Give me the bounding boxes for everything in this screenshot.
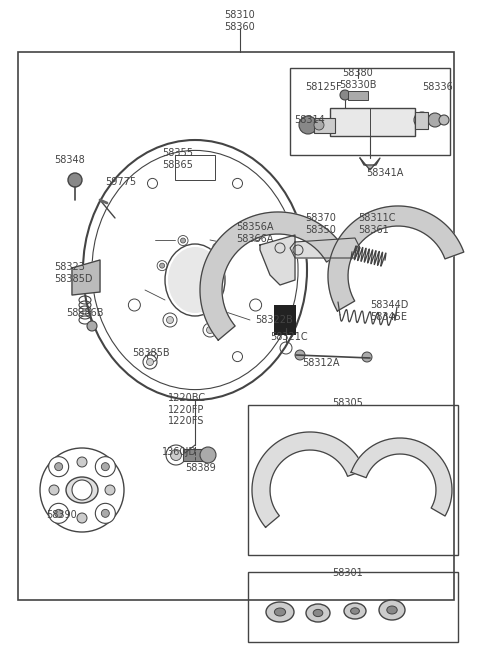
Polygon shape [351,438,452,516]
Circle shape [96,457,115,477]
Text: 58386B: 58386B [66,308,104,318]
Ellipse shape [266,602,294,622]
Text: 58125F: 58125F [305,82,342,92]
Text: 58312A: 58312A [302,358,339,368]
Text: 58322B: 58322B [255,315,293,325]
Text: 58321C: 58321C [270,332,308,342]
Polygon shape [252,432,364,527]
Circle shape [200,447,216,463]
Text: 58389: 58389 [185,463,216,473]
Circle shape [428,113,442,127]
Text: 58341A: 58341A [366,168,403,178]
Circle shape [180,238,186,243]
Text: 58370
58350: 58370 58350 [305,213,336,234]
Bar [274,305,296,335]
Ellipse shape [66,477,98,503]
Bar [175,155,215,180]
Circle shape [146,358,154,365]
Circle shape [160,263,165,268]
Text: 58355
58365: 58355 58365 [162,148,193,170]
Circle shape [48,503,69,523]
Text: 58305: 58305 [332,398,363,408]
Text: 58356A
58366A: 58356A 58366A [236,222,274,244]
Text: 58390: 58390 [46,510,77,520]
Circle shape [299,116,317,134]
Text: 1220BC
1220FP
1220FS: 1220BC 1220FP 1220FS [168,393,206,426]
Circle shape [295,350,305,360]
Circle shape [167,316,173,324]
Circle shape [96,503,115,523]
Circle shape [101,462,109,471]
Text: 1360JD: 1360JD [162,447,197,457]
Text: 58323
58385D: 58323 58385D [54,262,93,284]
Circle shape [55,510,63,517]
Circle shape [77,457,87,467]
Circle shape [48,457,69,477]
Bar [248,405,458,555]
Circle shape [314,120,324,130]
Bar [330,108,415,136]
Text: 58348: 58348 [54,155,85,165]
Circle shape [439,115,449,125]
Polygon shape [72,260,100,295]
Circle shape [362,352,372,362]
Text: 58336: 58336 [422,82,453,92]
Circle shape [68,173,82,187]
Text: 58310
58360: 58310 58360 [225,10,255,31]
Circle shape [206,326,214,333]
Text: 58314: 58314 [294,115,325,125]
Circle shape [418,115,427,124]
Text: 58344D
58345E: 58344D 58345E [370,300,408,322]
Text: 59775: 59775 [105,177,136,187]
Bar [248,572,458,642]
Bar [348,91,368,100]
Bar [18,52,454,600]
Polygon shape [200,212,346,340]
Circle shape [87,321,97,331]
Polygon shape [328,206,464,311]
Circle shape [55,462,63,471]
Ellipse shape [344,603,366,619]
Circle shape [414,112,430,128]
Polygon shape [260,235,295,285]
Circle shape [170,449,181,460]
Text: 58311C
58361: 58311C 58361 [358,213,396,234]
Bar [290,68,450,155]
Polygon shape [360,158,380,170]
Text: 58380
58330B: 58380 58330B [339,68,377,90]
Circle shape [340,90,350,100]
Ellipse shape [275,608,286,616]
Ellipse shape [379,600,405,620]
Bar [314,118,335,133]
Circle shape [77,513,87,523]
Ellipse shape [306,604,330,622]
Ellipse shape [387,606,397,614]
Circle shape [101,510,109,517]
Ellipse shape [168,247,222,313]
Text: 58301: 58301 [332,568,363,578]
Circle shape [72,480,92,500]
Text: 58385B: 58385B [132,348,169,358]
Circle shape [105,485,115,495]
Bar [183,449,205,461]
Polygon shape [290,238,360,258]
Circle shape [49,485,59,495]
Bar [415,112,428,129]
Ellipse shape [313,609,323,616]
Circle shape [215,246,220,250]
Ellipse shape [350,608,360,614]
